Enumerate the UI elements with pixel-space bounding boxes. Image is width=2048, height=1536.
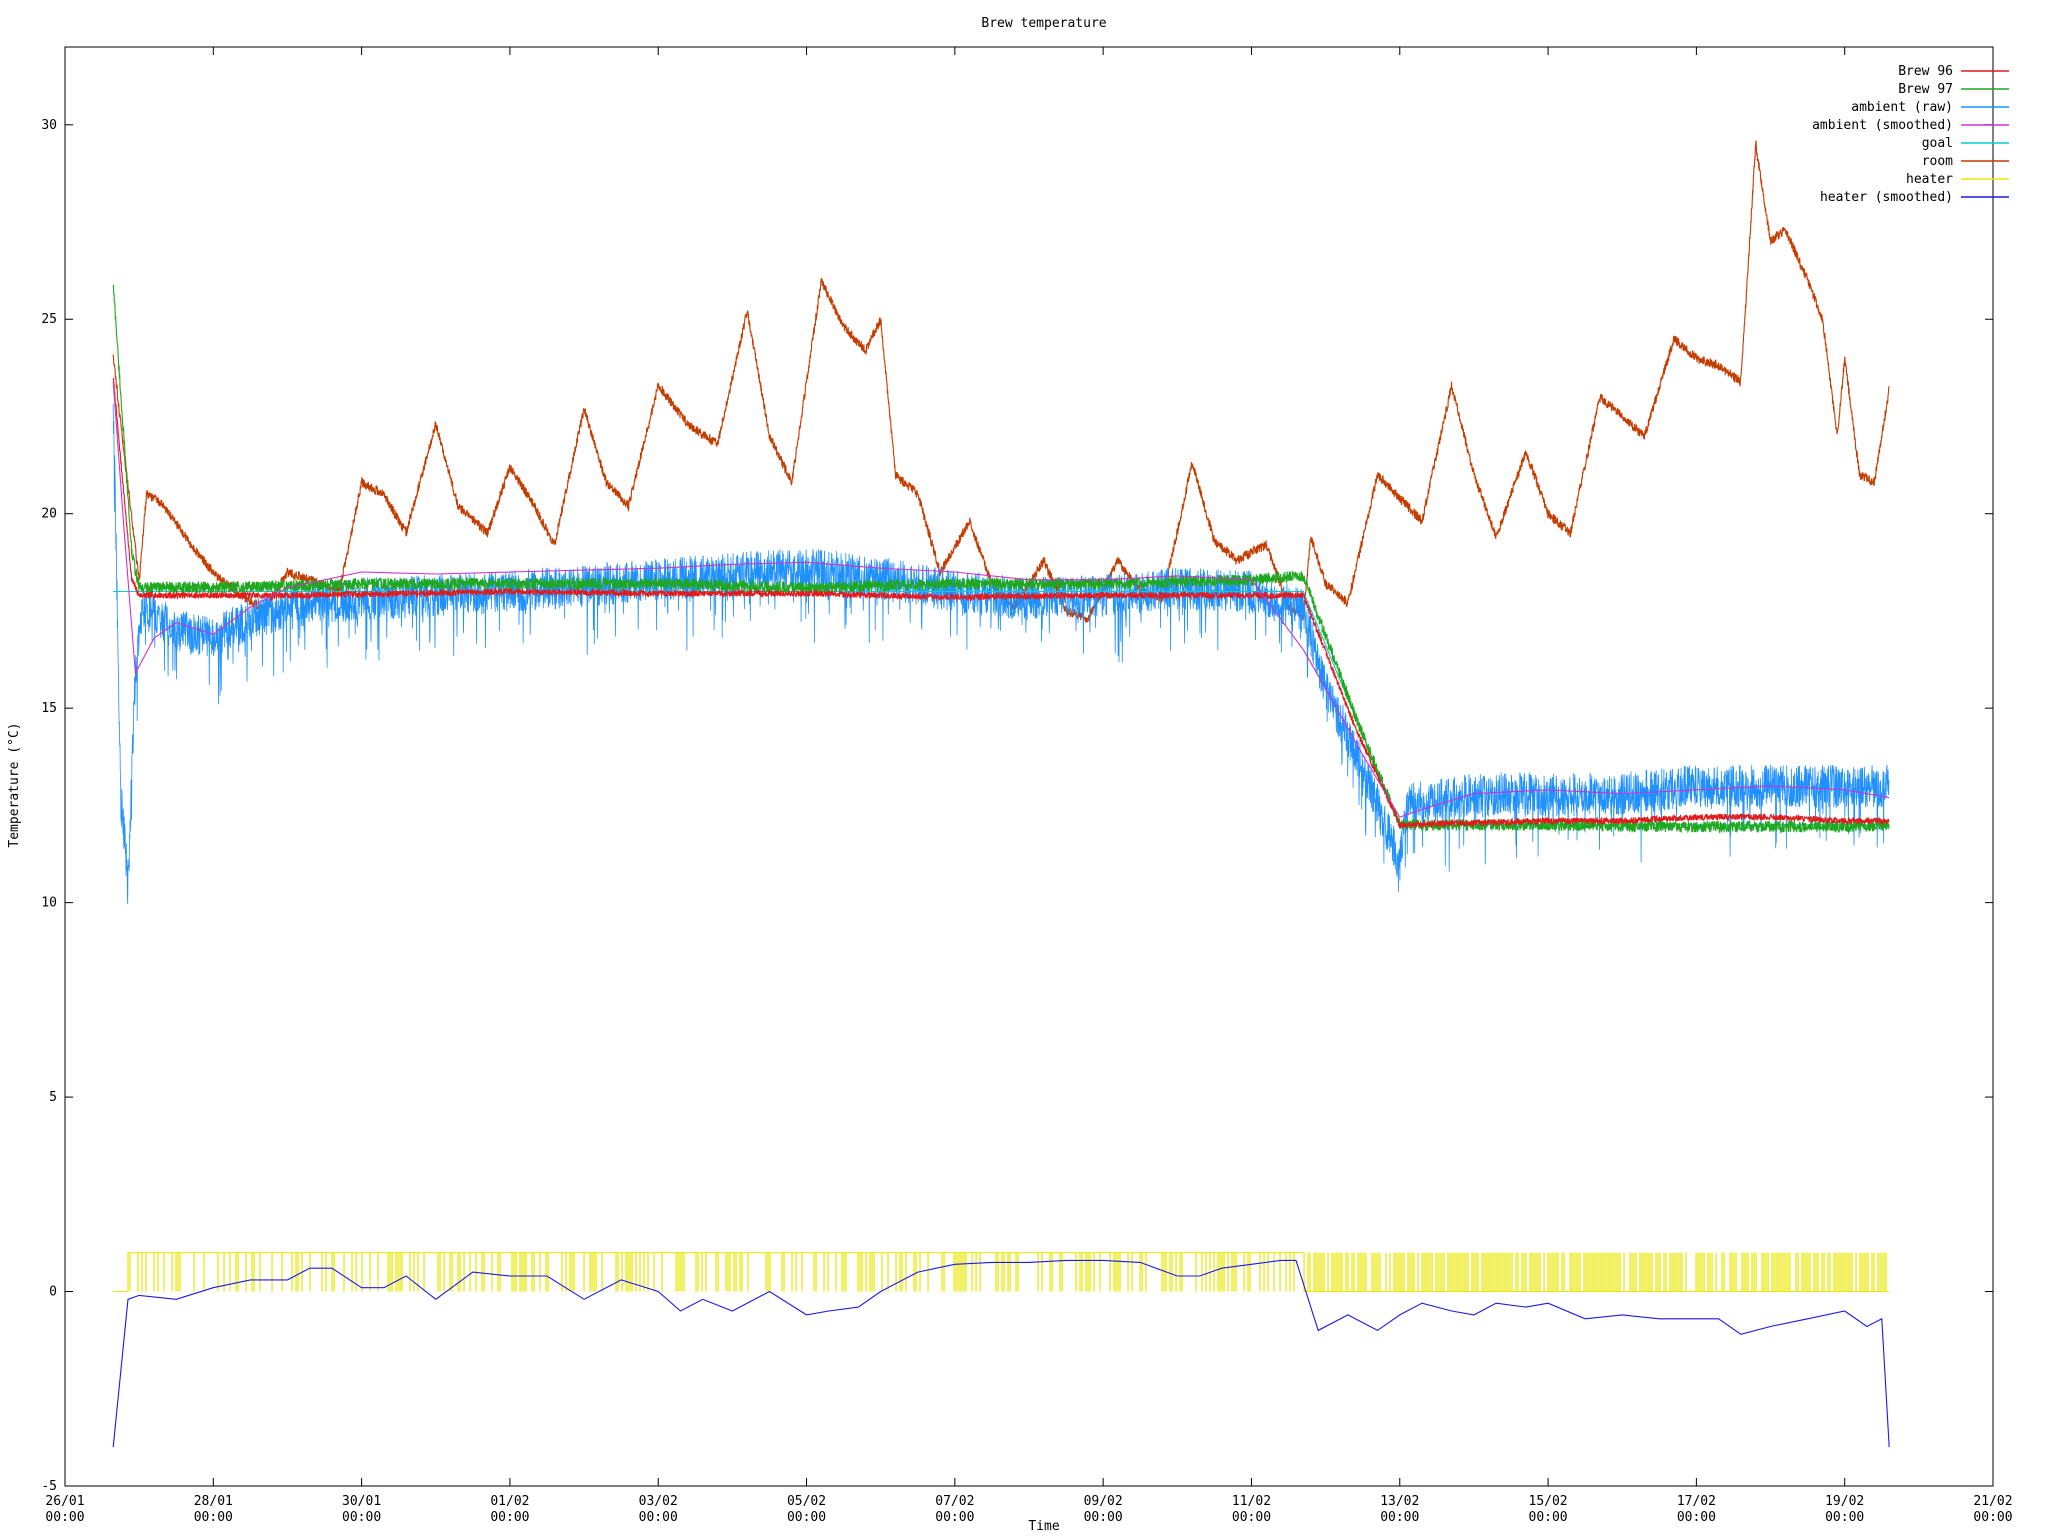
legend-label: ambient (smoothed) xyxy=(1812,118,1953,133)
series-ambient-smoothed- xyxy=(112,381,1890,818)
x-axis-label: Time xyxy=(1028,1519,1059,1534)
series-line xyxy=(112,284,1890,834)
x-tick-label-date: 07/02 xyxy=(935,1494,974,1509)
series-heater xyxy=(113,1252,1890,1293)
y-tick-label: -5 xyxy=(41,1479,57,1494)
legend-label: room xyxy=(1922,154,1953,169)
x-tick-label-time: 00:00 xyxy=(639,1510,678,1525)
x-tick-label-time: 00:00 xyxy=(787,1510,826,1525)
x-tick-label-time: 00:00 xyxy=(1973,1510,2012,1525)
series-brew-97 xyxy=(112,284,1890,834)
x-tick-label-date: 11/02 xyxy=(1232,1494,1271,1509)
x-tick-label-date: 15/02 xyxy=(1529,1494,1568,1509)
x-tick-label-time: 00:00 xyxy=(194,1510,233,1525)
x-tick-label-date: 05/02 xyxy=(787,1494,826,1509)
y-tick-label: 5 xyxy=(49,1090,57,1105)
plot-frame xyxy=(64,46,1994,1487)
series-line xyxy=(112,381,1890,818)
legend-label: Brew 97 xyxy=(1898,82,1953,97)
y-tick-label: 20 xyxy=(41,507,57,522)
y-tick-label: 25 xyxy=(41,312,57,327)
x-tick-label-time: 00:00 xyxy=(1084,1510,1123,1525)
x-tick-label-time: 00:00 xyxy=(342,1510,381,1525)
legend-label: goal xyxy=(1922,136,1953,151)
legend: Brew 96 Brew 97 ambient (raw) ambient (smoo… xyxy=(1812,64,2009,205)
x-tick-label-time: 00:00 xyxy=(1677,1510,1716,1525)
y-tick-label: 10 xyxy=(41,896,57,911)
x-tick-label-date: 17/02 xyxy=(1677,1494,1716,1509)
series-room xyxy=(112,140,1890,623)
series-brew-96 xyxy=(112,378,1890,830)
x-tick-label-time: 00:00 xyxy=(1825,1510,1864,1525)
series-line xyxy=(112,1259,1890,1448)
legend-label: heater xyxy=(1906,172,1953,187)
x-tick-label-time: 00:00 xyxy=(1232,1510,1271,1525)
x-tick-label-date: 28/01 xyxy=(194,1494,233,1509)
y-tick-label: 0 xyxy=(49,1285,57,1300)
x-tick-label-time: 00:00 xyxy=(1380,1510,1419,1525)
x-tick-label-date: 01/02 xyxy=(490,1494,529,1509)
x-tick-label-date: 19/02 xyxy=(1825,1494,1864,1509)
series-line xyxy=(112,140,1890,623)
series-line xyxy=(112,378,1890,830)
y-tick-label: 30 xyxy=(41,118,57,133)
x-tick-label-date: 09/02 xyxy=(1084,1494,1123,1509)
x-tick-label-date: 21/02 xyxy=(1973,1494,2012,1509)
x-tick-label-date: 03/02 xyxy=(639,1494,678,1509)
x-tick-label-time: 00:00 xyxy=(1529,1510,1568,1525)
x-tick-label-date: 30/01 xyxy=(342,1494,381,1509)
x-tick-label-time: 00:00 xyxy=(45,1510,84,1525)
y-axis: -5 0 5 10 15 20 25 30 xyxy=(41,118,1993,1494)
y-tick-label: 15 xyxy=(41,701,57,716)
x-tick-label-date: 13/02 xyxy=(1380,1494,1419,1509)
x-tick-label-date: 26/01 xyxy=(45,1494,84,1509)
x-tick-label-time: 00:00 xyxy=(490,1510,529,1525)
chart-title: Brew temperature xyxy=(981,16,1106,31)
legend-label: Brew 96 xyxy=(1898,64,1953,79)
x-tick-label-time: 00:00 xyxy=(935,1510,974,1525)
series-layer xyxy=(112,140,1890,1448)
y-axis-label: Temperature (°C) xyxy=(7,722,22,847)
x-axis: 26/0100:0028/0100:0030/0100:0001/0200:00… xyxy=(45,47,2013,1525)
legend-label: ambient (raw) xyxy=(1851,100,1953,115)
legend-label: heater (smoothed) xyxy=(1820,190,1953,205)
series-heater-smoothed- xyxy=(112,1259,1890,1448)
